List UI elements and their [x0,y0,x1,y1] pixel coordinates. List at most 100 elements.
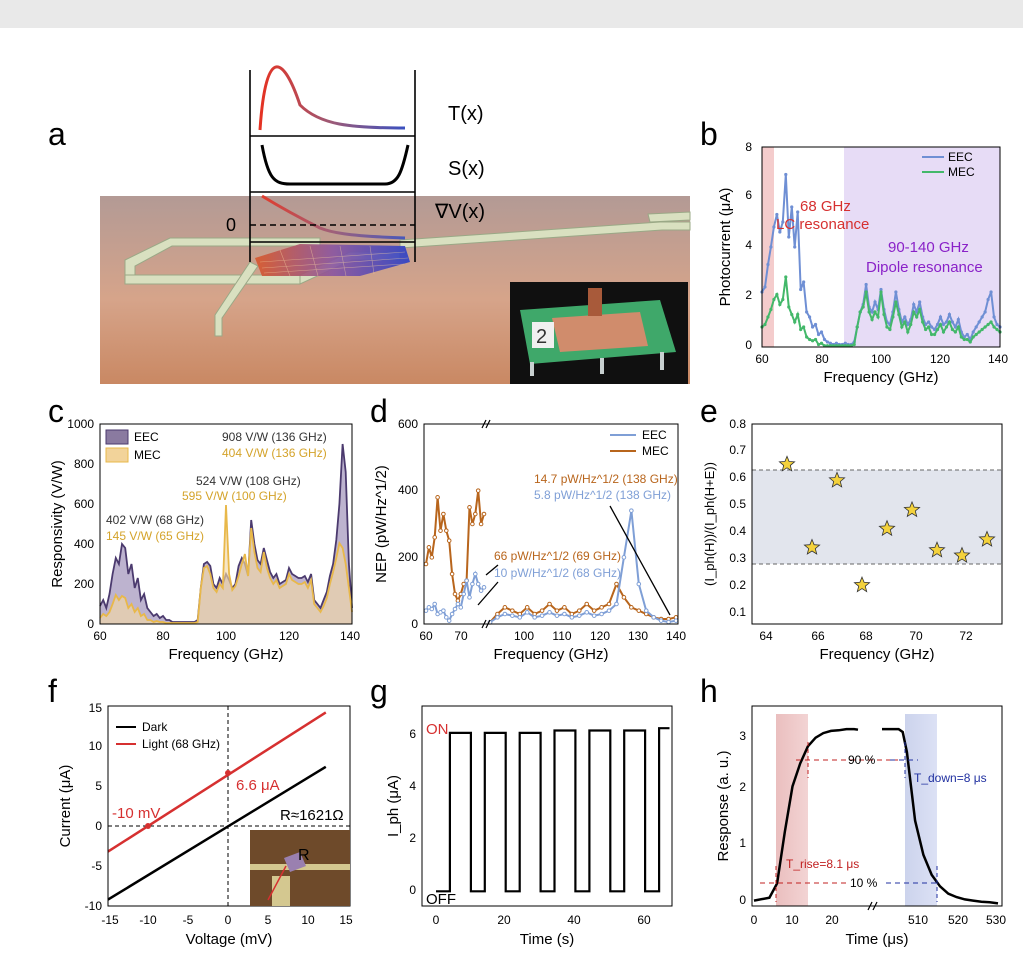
b-point-mec [900,325,904,329]
d-point-eec [481,585,487,590]
d-point-eec [636,581,642,587]
inset-digit: 2 [536,326,547,348]
c-xtick-140: 140 [340,629,360,643]
g-xtick-60: 60 [637,913,651,927]
b-point-mec [935,327,940,332]
b-point-mec [816,342,821,347]
b-point-mec [921,320,925,324]
b-point-mec [932,332,937,337]
b-point-mec [870,317,874,322]
panel-label-c: c [48,393,64,429]
b-point-eec [912,302,916,307]
b-point-eec [813,322,818,327]
plot-frame-d [423,423,679,625]
d-annot-66: 66 pW/Hz^1/2 (69 GHz) [494,549,621,563]
d-xtick-140: 140 [666,629,686,643]
b-point-eec [766,262,770,267]
b-point-mec [867,310,871,314]
d-point-eec [629,508,634,513]
e-ytick-0.5: 0.5 [729,497,746,511]
zero-label: 0 [226,215,236,235]
b-point-mec [852,342,856,347]
b-point-mec [983,325,987,329]
b-ytick-0: 0 [745,338,752,352]
b-point-eec [787,235,791,239]
d-point-mec [446,538,452,543]
d-point-eec [458,605,464,610]
h-ytick-1: 1 [739,836,746,850]
panel-c: c 0 200 400 600 800 1000 60 80 100 120 1… [48,393,360,663]
b-point-mec [876,315,880,319]
h-ytick-0: 0 [739,893,746,907]
b-point-eec [929,325,934,329]
d-point-eec [475,581,481,587]
d-point-mec [554,608,560,613]
b-point-mec [861,305,865,309]
d-point-eec [651,615,656,620]
b-point-mec [808,337,812,342]
b-point-eec [938,315,943,319]
b-point-mec [784,275,788,279]
d-point-eec [562,611,567,617]
profile-label-S: S(x) [448,158,485,180]
panel-e: e 0.1 0.2 0.3 0.4 0.5 0.6 0.7 0.8 64 66 … [700,393,1003,663]
g-annot-off: OFF [426,891,456,908]
b-point-eec [769,245,773,249]
f-xtick-5: 5 [265,913,272,927]
d-annot-14.7: 14.7 pW/Hz^1/2 (138 GHz) [534,472,678,486]
b-point-eec [906,322,910,327]
f-device-inset: R [250,830,350,906]
h-ylabel: Response (a. u.) [715,751,732,862]
c-line-mec [99,504,353,624]
f-annot-10mV: -10 mV [112,805,160,822]
b-point-mec [885,325,889,329]
b-point-mec [971,335,975,339]
d-point-eec [432,601,438,607]
f-xtick--5: -5 [183,913,194,927]
c-xtick-120: 120 [279,629,299,643]
material-flake [255,244,410,276]
d-point-mec [473,511,478,517]
b-point-mec [944,325,949,329]
b-ylabel: Photocurrent (μA) [717,188,734,307]
b-point-eec [986,297,990,302]
d-ytick-600: 600 [398,417,418,431]
d-point-eec [467,595,472,600]
d-point-eec [673,618,679,623]
b-point-mec [763,322,767,327]
b-point-eec [822,337,827,342]
b-point-mec [813,337,818,342]
e-star-point [878,519,896,537]
b-point-eec [977,320,981,324]
d-ylabel: NEP (pW/Hz^1/2) [373,465,390,583]
d-point-mec [423,561,429,567]
b-point-mec [968,340,972,344]
g-ytick-4: 4 [409,779,416,793]
h-ytick-2: 2 [739,780,746,794]
b-point-mec [894,300,898,304]
b-point-mec [879,290,883,294]
d-annot-5.8: 5.8 pW/Hz^1/2 (138 GHz) [534,488,671,502]
d-xtick-120: 120 [590,629,610,643]
b-point-eec [802,280,806,284]
c-xtick-80: 80 [156,629,170,643]
b-point-eec [796,210,800,214]
g-ylabel: I_ph (μA) [385,775,402,837]
profile-label-gradV: ∇V(x) [434,201,485,223]
b-point-mec [962,337,966,342]
f-ytick--10: -10 [85,899,103,913]
b-point-eec [927,320,931,324]
plot-frame-g [421,705,673,907]
h-series-fall [882,727,999,905]
b-point-eec [843,341,847,345]
b-point-mec [959,335,963,339]
b-point-eec [944,320,949,324]
b-point-eec [819,330,824,334]
d-point-eec [643,608,649,613]
b-xtick-100: 100 [871,352,891,366]
b-point-mec [938,322,943,327]
plot-frame-f [107,705,351,907]
g-annot-on: ON [426,721,449,738]
d-point-eec [658,618,664,623]
f-ytick-5: 5 [95,779,102,793]
